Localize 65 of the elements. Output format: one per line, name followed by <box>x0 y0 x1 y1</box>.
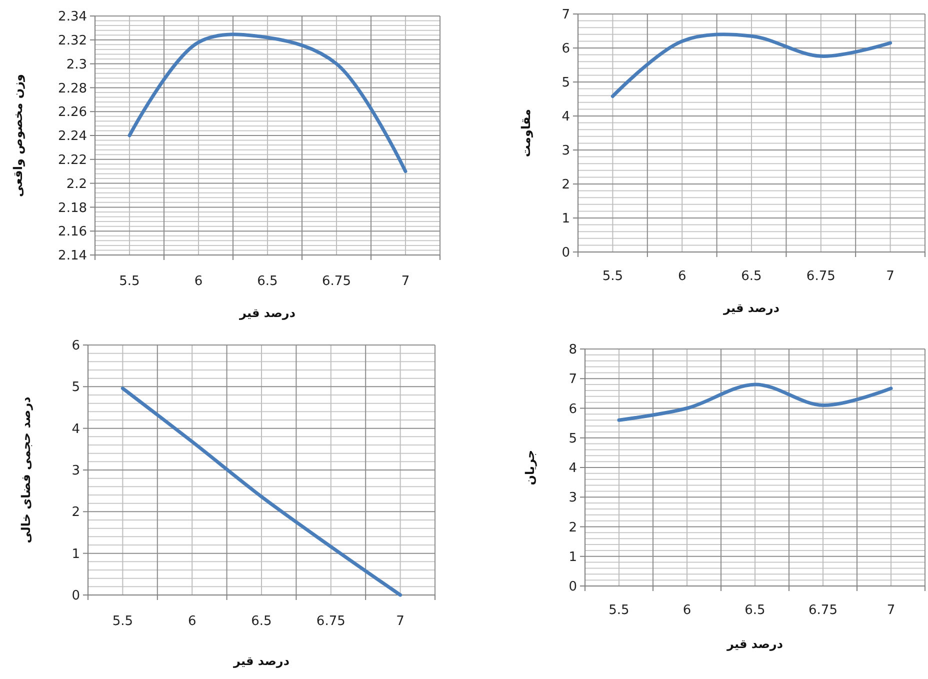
x-tick-label: 6.75 <box>808 603 838 618</box>
x-tick-label: 6 <box>682 603 692 618</box>
x-tick-label: 6.5 <box>251 614 272 629</box>
x-tick-label: 6 <box>678 269 686 284</box>
y-tick-label: 1 <box>562 212 570 227</box>
x-tick-label: 5.5 <box>119 274 140 289</box>
y-tick-label: 2.18 <box>58 200 87 216</box>
y-tick-label: 1 <box>568 550 577 565</box>
y-tick-label: 2.26 <box>58 105 87 120</box>
y-tick-label: 5 <box>72 380 80 396</box>
x-tick-label: 6.75 <box>316 614 346 629</box>
x-axis-title: درصد قیر <box>238 306 296 320</box>
y-tick-label: 7 <box>568 372 577 388</box>
y-tick-label: 5 <box>568 431 577 446</box>
x-tick-label: 7 <box>396 614 404 629</box>
x-tick-label: 6.5 <box>741 269 762 284</box>
y-axis-title: جریان <box>523 450 537 486</box>
x-axis-title: درصد قیر <box>722 301 780 315</box>
y-tick-label: 2.28 <box>58 81 87 96</box>
y-tick-label: 2.2 <box>66 176 87 192</box>
y-tick-label: 2.32 <box>58 33 87 48</box>
y-axis-title: وزن مخصوص واقعی <box>11 74 25 197</box>
y-tick-label: 8 <box>568 342 577 358</box>
y-tick-label: 4 <box>568 461 577 476</box>
y-tick-label: 3 <box>568 490 577 506</box>
y-tick-label: 0 <box>562 246 570 261</box>
y-tick-label: 2.34 <box>58 10 87 25</box>
y-tick-label: 0 <box>72 588 80 604</box>
line-series <box>617 382 893 422</box>
y-tick-label: 6 <box>568 402 577 417</box>
x-tick-label: 6.75 <box>322 274 351 289</box>
x-axis-title: درصد قیر <box>232 654 290 668</box>
x-tick-label: 7 <box>886 603 896 618</box>
y-tick-label: 3 <box>562 144 570 159</box>
y-tick-label: 2 <box>568 520 577 536</box>
x-tick-label: 7 <box>401 274 410 289</box>
y-tick-label: 2.14 <box>58 248 87 264</box>
y-axis-title: مقاومت <box>519 108 533 158</box>
y-tick-label: 2 <box>562 178 570 193</box>
y-tick-label: 3 <box>72 464 80 479</box>
y-tick-label: 6 <box>562 42 570 57</box>
x-tick-label: 5.5 <box>608 603 630 618</box>
x-tick-label: 6 <box>188 614 196 629</box>
y-tick-label: 0 <box>568 580 577 595</box>
y-tick-label: 5 <box>562 76 570 91</box>
y-tick-label: 2.16 <box>58 224 87 240</box>
x-tick-label: 5.5 <box>602 269 624 284</box>
x-tick-label: 7 <box>886 269 894 284</box>
y-tick-label: 4 <box>72 422 80 437</box>
x-tick-label: 6.5 <box>744 603 766 618</box>
y-tick-label: 6 <box>72 338 80 354</box>
x-tick-label: 5.5 <box>112 614 134 629</box>
y-tick-label: 7 <box>562 8 570 23</box>
x-tick-label: 6 <box>194 274 203 289</box>
y-tick-label: 2.24 <box>58 129 87 144</box>
line-series <box>120 386 402 597</box>
y-tick-label: 1 <box>72 546 80 562</box>
x-tick-label: 6.75 <box>806 269 836 284</box>
y-tick-label: 4 <box>562 110 570 125</box>
x-axis-title: درصد قیر <box>726 637 783 651</box>
y-tick-label: 2 <box>72 505 80 520</box>
y-axis-title: درصد حجمی فضای خالی <box>19 396 33 544</box>
x-tick-label: 6.5 <box>257 274 278 289</box>
y-tick-label: 2.3 <box>66 57 87 72</box>
y-tick-label: 2.22 <box>58 152 87 168</box>
